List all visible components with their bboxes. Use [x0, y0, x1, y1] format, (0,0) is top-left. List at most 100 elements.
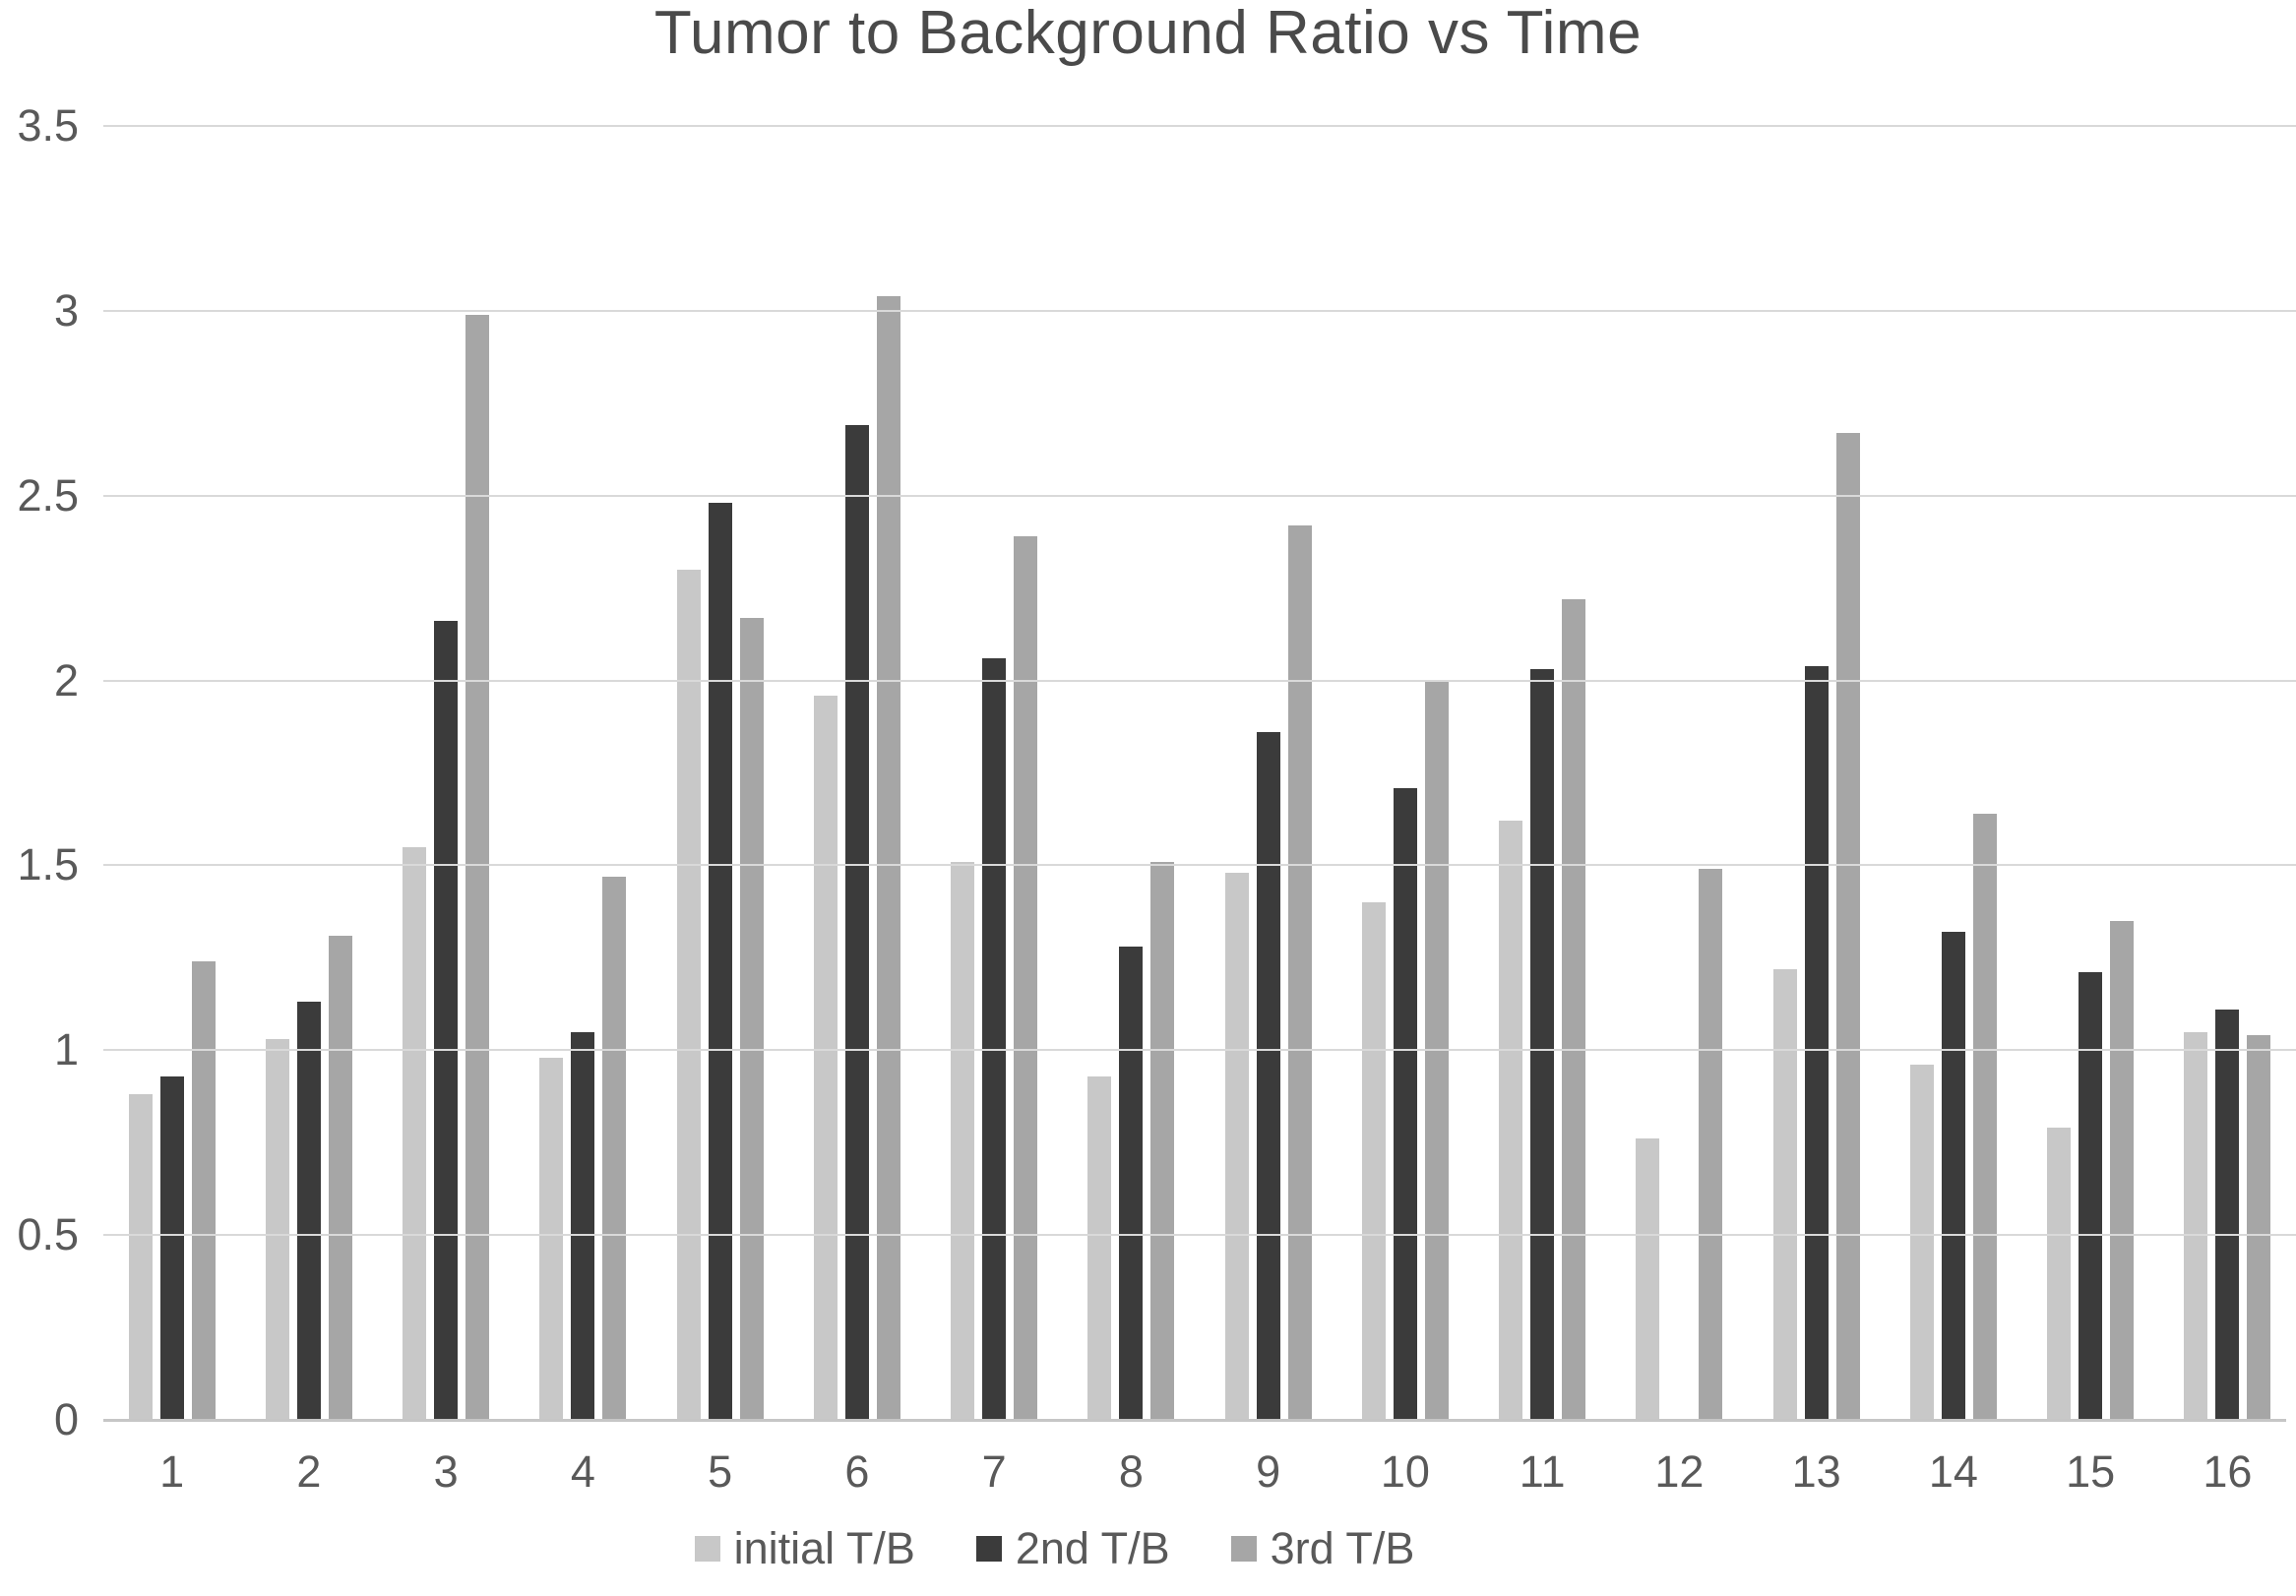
bar-group-13	[1748, 126, 1885, 1420]
x-tick-label-2: 2	[296, 1446, 322, 1497]
x-tick-label-6: 6	[844, 1446, 870, 1497]
legend-item-2nd-t-b: 2nd T/B	[975, 1523, 1170, 1574]
gridline-1	[103, 1049, 2296, 1052]
bar-2nd-t-b-13	[1804, 665, 1829, 1420]
bar-3rd-t-b-13	[1835, 432, 1860, 1420]
bar-initial-t-b-7	[951, 861, 975, 1420]
bar-3rd-t-b-11	[1562, 598, 1586, 1420]
bar-initial-t-b-4	[539, 1057, 564, 1420]
x-tick-label-10: 10	[1380, 1446, 1430, 1497]
x-tick-label-15: 15	[2066, 1446, 2116, 1497]
y-tick-label-3.5: 3.5	[17, 100, 79, 151]
bar-2nd-t-b-8	[1119, 947, 1144, 1420]
bar-2nd-t-b-15	[2079, 972, 2103, 1420]
y-tick-label-0.5: 0.5	[17, 1209, 79, 1260]
bar-initial-t-b-11	[1499, 821, 1523, 1420]
bar-2nd-t-b-3	[434, 621, 459, 1420]
bar-3rd-t-b-9	[1287, 524, 1312, 1420]
bar-initial-t-b-2	[265, 1039, 289, 1420]
bar-initial-t-b-6	[813, 695, 838, 1420]
gridline-3.5	[103, 125, 2296, 127]
legend-label-2nd-t-b: 2nd T/B	[1015, 1523, 1170, 1573]
plot-area	[103, 126, 2296, 1420]
bar-group-6	[788, 126, 925, 1420]
bar-initial-t-b-8	[1087, 1075, 1112, 1420]
bar-group-8	[1063, 126, 1200, 1420]
bar-group-15	[2022, 126, 2159, 1420]
legend-item-initial-t-b: initial T/B	[694, 1523, 915, 1574]
x-tick-label-9: 9	[1256, 1446, 1281, 1497]
x-tick-label-3: 3	[433, 1446, 459, 1497]
x-tick-label-16: 16	[2203, 1446, 2253, 1497]
bar-initial-t-b-12	[1636, 1138, 1660, 1420]
bar-2nd-t-b-5	[708, 503, 732, 1420]
bar-group-1	[103, 126, 240, 1420]
x-tick-label-8: 8	[1118, 1446, 1144, 1497]
bar-3rd-t-b-15	[2110, 920, 2135, 1420]
bar-3rd-t-b-12	[1699, 869, 1723, 1420]
legend-swatch-initial-t-b	[694, 1536, 720, 1562]
bar-group-14	[1885, 126, 2021, 1420]
bar-2nd-t-b-4	[571, 1031, 595, 1420]
y-tick-label-3: 3	[53, 284, 79, 336]
bar-group-11	[1474, 126, 1611, 1420]
bar-3rd-t-b-8	[1150, 861, 1175, 1420]
bar-3rd-t-b-2	[328, 935, 352, 1420]
x-tick-label-7: 7	[981, 1446, 1007, 1497]
x-tick-label-4: 4	[570, 1446, 595, 1497]
legend-item-3rd-t-b: 3rd T/B	[1230, 1523, 1415, 1574]
bar-initial-t-b-9	[1224, 872, 1249, 1420]
y-tick-label-2: 2	[53, 654, 79, 706]
bar-group-4	[515, 126, 652, 1420]
bar-2nd-t-b-10	[1393, 787, 1417, 1420]
bar-initial-t-b-3	[403, 846, 427, 1420]
bar-3rd-t-b-5	[739, 617, 764, 1420]
bar-3rd-t-b-4	[602, 876, 627, 1420]
gridline-1.5	[103, 864, 2296, 867]
bar-group-12	[1611, 126, 1748, 1420]
bar-group-16	[2159, 126, 2296, 1420]
bar-group-9	[1200, 126, 1336, 1420]
legend-swatch-3rd-t-b	[1230, 1536, 1257, 1562]
bar-2nd-t-b-6	[844, 425, 869, 1420]
bar-initial-t-b-16	[2184, 1031, 2208, 1420]
gridline-3	[103, 309, 2296, 312]
legend-label-3rd-t-b: 3rd T/B	[1270, 1523, 1415, 1573]
bar-initial-t-b-10	[1361, 902, 1386, 1420]
bar-2nd-t-b-16	[2215, 1009, 2240, 1420]
y-tick-label-0: 0	[53, 1394, 79, 1444]
bar-2nd-t-b-9	[1256, 732, 1280, 1420]
x-tick-label-13: 13	[1791, 1446, 1841, 1497]
x-axis-line	[103, 1419, 2286, 1422]
x-tick-label-5: 5	[708, 1446, 733, 1497]
bar-3rd-t-b-16	[2247, 1035, 2271, 1420]
bar-group-7	[926, 126, 1063, 1420]
bar-2nd-t-b-7	[982, 658, 1007, 1420]
x-tick-label-12: 12	[1654, 1446, 1705, 1497]
gridline-2.5	[103, 494, 2296, 497]
legend-label-initial-t-b: initial T/B	[733, 1523, 915, 1573]
y-tick-label-1.5: 1.5	[17, 839, 79, 890]
gridline-2	[103, 679, 2296, 682]
bar-2nd-t-b-11	[1530, 669, 1555, 1420]
bar-group-2	[240, 126, 377, 1420]
x-tick-label-1: 1	[159, 1446, 185, 1497]
bar-initial-t-b-13	[1772, 968, 1797, 1420]
bar-group-3	[378, 126, 515, 1420]
x-tick-label-11: 11	[1519, 1446, 1566, 1497]
legend-swatch-2nd-t-b	[975, 1536, 1002, 1562]
chart-title: Tumor to Background Ratio vs Time	[653, 0, 1643, 67]
bar-initial-t-b-5	[676, 569, 701, 1420]
bar-initial-t-b-1	[128, 1094, 153, 1420]
bar-3rd-t-b-6	[876, 295, 900, 1420]
bar-group-10	[1336, 126, 1473, 1420]
bar-3rd-t-b-7	[1014, 536, 1038, 1420]
legend: initial T/B 2nd T/B 3rd T/B	[0, 1523, 2203, 1574]
gridline-0.5	[103, 1234, 2296, 1237]
bar-2nd-t-b-14	[1941, 932, 1965, 1420]
bar-initial-t-b-15	[2047, 1128, 2072, 1420]
bar-group-5	[652, 126, 788, 1420]
y-tick-label-1: 1	[53, 1024, 79, 1075]
bar-3rd-t-b-14	[1972, 813, 1997, 1420]
